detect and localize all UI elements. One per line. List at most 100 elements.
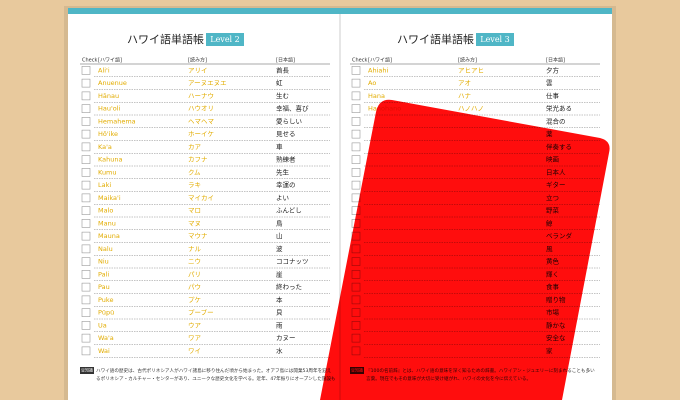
reading: クム <box>188 168 201 176</box>
hawaiian-word: Hana <box>368 92 385 100</box>
japanese: 波 <box>276 244 283 253</box>
reading: プープー <box>188 309 214 317</box>
hawaiian-word: Ali'i <box>98 66 110 74</box>
hawaiian-word: Puke <box>98 296 113 304</box>
japanese: 雲 <box>546 79 553 87</box>
japanese: 夕方 <box>546 65 560 74</box>
note-label-box <box>80 367 94 374</box>
japanese: 山 <box>276 231 283 240</box>
reading: パウ <box>188 283 201 291</box>
japanese: 愛らしい <box>276 116 302 125</box>
reading: ナル <box>188 245 202 253</box>
hawaiian-word: Malo <box>98 207 113 215</box>
checkbox <box>81 270 91 279</box>
checkbox <box>81 193 91 203</box>
reading: ラキ <box>188 181 201 189</box>
reading: プケ <box>188 296 201 304</box>
level-badge <box>206 33 244 46</box>
column-header: [日本語] <box>276 57 295 64</box>
page-title: ハワイ語単語帳 <box>127 32 204 46</box>
hawaiian-word: Ka'a <box>98 143 112 151</box>
checkbox <box>81 129 91 139</box>
japanese: 車 <box>276 142 283 151</box>
checkbox <box>351 66 361 75</box>
reading: アリイ <box>188 66 208 74</box>
checkbox <box>351 104 361 113</box>
checkbox <box>81 282 91 292</box>
checkbox <box>351 129 361 139</box>
reading: ハノハノ <box>458 105 484 113</box>
checkbox <box>351 142 361 152</box>
checkbox <box>351 180 361 190</box>
japanese: 栄光ある <box>546 104 572 113</box>
checkbox <box>81 155 91 164</box>
checkbox <box>81 168 91 177</box>
checkbox <box>81 321 91 330</box>
level: Level 2 <box>210 35 240 44</box>
column-header: Check <box>352 58 367 64</box>
reading: アーヌエヌエ <box>188 79 227 87</box>
checkbox <box>351 155 361 164</box>
hawaiian-word: Pali <box>98 270 109 278</box>
japanese: 幸運の <box>276 180 296 189</box>
level: Level 3 <box>480 35 510 44</box>
hawaiian-word: Wai <box>98 347 110 355</box>
japanese: 混合の <box>546 116 566 125</box>
note-label: 豆知識 <box>81 367 93 373</box>
japanese: 酋長 <box>276 65 290 74</box>
japanese: 見せる <box>276 130 296 138</box>
reading: ヘマヘマ <box>188 117 215 125</box>
top-band <box>68 8 612 14</box>
reading: ホーイケ <box>188 130 214 138</box>
hawaiian-word: Pūpū <box>98 309 114 317</box>
note-line: ハワイ語の歴史は、古代ポリネシア人がハワイ諸島に移り住んだ頃から始まった。オアフ… <box>96 367 332 374</box>
japanese: 虹 <box>276 78 283 87</box>
checkbox <box>81 104 91 113</box>
hawaiian-word: Manu <box>98 219 116 227</box>
reading: ハーナウ <box>188 92 214 100</box>
checkbox <box>351 91 361 101</box>
reading: ハナ <box>458 92 471 100</box>
checkbox <box>351 78 361 88</box>
hawaiian-word: Hānau <box>98 92 119 100</box>
hawaiian-word: Nalu <box>98 245 113 253</box>
reading: カア <box>188 143 202 151</box>
hawaiian-word: Hemahema <box>98 117 136 125</box>
hawaiian-word: Hō'ike <box>98 130 118 138</box>
reading: ウア <box>188 321 202 329</box>
reading: ワア <box>188 334 202 342</box>
hawaiian-word: Niu <box>98 258 109 266</box>
japanese: 熟練者 <box>276 155 296 164</box>
note-line: るポリネシア・カルチャー・センターがあり、ユニークな歴史文化を学べる。近年、47… <box>96 375 336 382</box>
checkbox <box>81 346 91 356</box>
japanese: 終わった <box>276 282 302 291</box>
reading: ワイ <box>188 347 201 355</box>
level-badge <box>476 33 514 46</box>
checkbox <box>81 180 91 190</box>
checkbox <box>81 66 91 75</box>
hawaiian-word: Ahiahi <box>368 66 388 74</box>
hawaiian-word: Pau <box>98 283 110 291</box>
hawaiian-word: Kumu <box>98 168 117 176</box>
japanese: ココナッツ <box>276 258 309 266</box>
japanese: カヌー <box>276 334 296 342</box>
reading: カフナ <box>188 156 208 164</box>
hawaiian-word: Mauna <box>98 232 120 240</box>
reading: ハウオリ <box>188 105 214 113</box>
hawaiian-word: Anuenue <box>98 79 127 87</box>
column-header: [読み方] <box>188 57 207 64</box>
reading: ニウ <box>188 258 201 266</box>
checkbox <box>351 168 361 177</box>
checkbox <box>81 333 91 343</box>
japanese: よい <box>276 194 289 202</box>
checkbox <box>81 91 91 101</box>
reading: マヌ <box>188 219 201 227</box>
column-header: [ハワイ語] <box>98 57 122 64</box>
hawaiian-word: Hau'oli <box>98 105 121 113</box>
column-header: [読み方] <box>458 57 477 64</box>
reading: マロ <box>188 207 201 215</box>
column-header: Check <box>82 58 97 64</box>
red-sheet <box>320 99 610 400</box>
checkbox <box>81 142 91 152</box>
